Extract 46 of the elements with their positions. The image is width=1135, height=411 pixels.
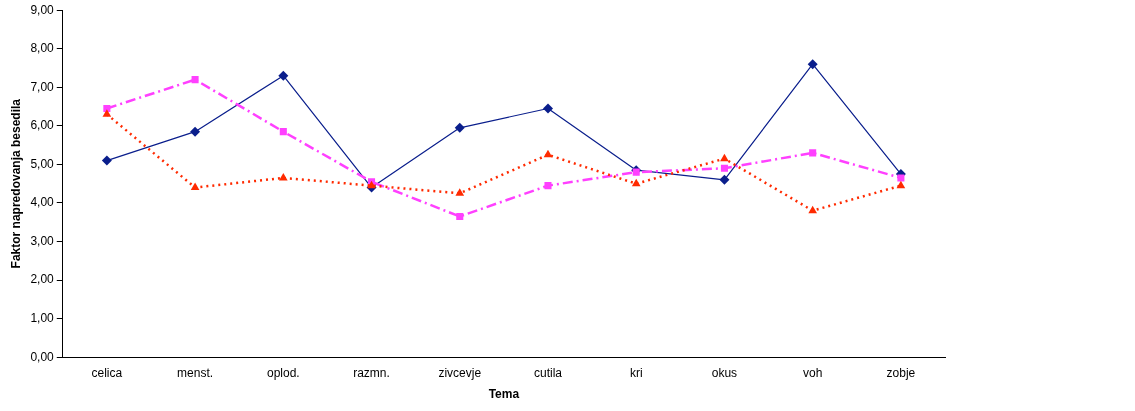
x-tick-label: zivcevje — [438, 365, 482, 380]
x-tick-label: celica — [91, 365, 123, 380]
y-tick-label: 0,00 — [30, 349, 55, 364]
x-tick-label: kri — [629, 365, 643, 380]
point — [279, 128, 287, 136]
y-tick-label: 1,00 — [30, 310, 55, 325]
point — [454, 122, 465, 133]
x-tick-label: oplod. — [266, 365, 300, 380]
point — [101, 155, 112, 166]
y-tick-label: 6,00 — [30, 118, 55, 133]
point — [808, 205, 817, 214]
point — [807, 59, 818, 70]
point — [191, 76, 199, 84]
point — [456, 212, 464, 221]
point — [455, 188, 465, 196]
y-tick-label: 2,00 — [30, 272, 55, 287]
point — [720, 153, 729, 162]
point — [278, 70, 289, 81]
y-tick-label: 9,00 — [30, 2, 55, 17]
point — [190, 182, 200, 191]
y-tick-label: 3,00 — [30, 233, 55, 248]
y-tick-label: 7,00 — [30, 79, 55, 94]
x-tick-label: voh — [802, 365, 823, 380]
point — [719, 174, 730, 185]
y-tick-label: 5,00 — [30, 156, 55, 171]
point — [102, 109, 112, 117]
point — [896, 180, 906, 189]
y-tick-label: 8,00 — [30, 41, 55, 56]
point — [897, 174, 905, 182]
x-axis-title: Tema — [488, 387, 520, 402]
point — [543, 149, 553, 158]
point — [720, 164, 728, 172]
x-tick-label: okus — [711, 365, 738, 380]
point — [631, 178, 641, 187]
x-tick-label: razmn. — [353, 365, 390, 380]
point — [542, 103, 553, 114]
x-tick-label: zobje — [886, 365, 916, 380]
point — [190, 126, 201, 137]
point — [103, 104, 111, 113]
x-tick-label: cutila — [533, 365, 563, 380]
x-tick-label: menst. — [177, 365, 214, 380]
point — [278, 172, 288, 181]
point — [809, 149, 817, 157]
point — [544, 182, 552, 190]
y-axis-title: Faktor napredovanja besedila — [8, 98, 23, 269]
y-tick-label: 4,00 — [30, 195, 55, 210]
